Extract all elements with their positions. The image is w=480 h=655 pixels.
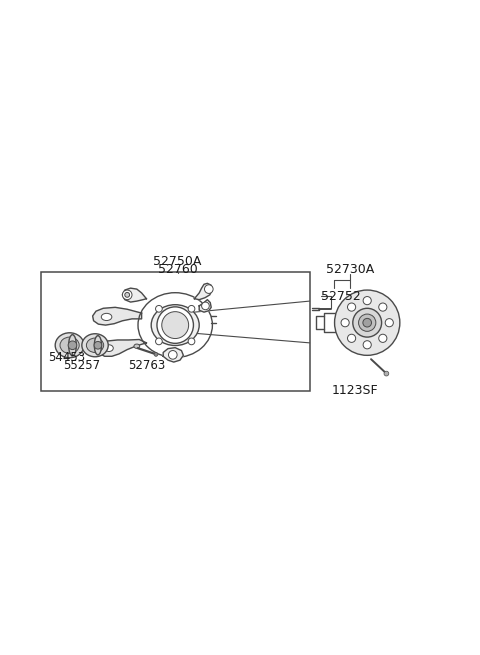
Polygon shape (199, 299, 211, 312)
Circle shape (348, 334, 356, 343)
Ellipse shape (134, 344, 140, 348)
Ellipse shape (151, 305, 199, 345)
Ellipse shape (86, 338, 104, 352)
Circle shape (154, 352, 158, 356)
Polygon shape (93, 307, 142, 325)
Text: 54453: 54453 (48, 351, 85, 364)
Circle shape (335, 290, 400, 356)
Circle shape (202, 302, 209, 310)
Text: 52763: 52763 (128, 360, 165, 373)
Ellipse shape (101, 313, 112, 320)
Circle shape (156, 338, 162, 345)
Circle shape (168, 350, 177, 359)
Circle shape (204, 285, 213, 293)
Circle shape (122, 290, 132, 299)
Circle shape (384, 371, 389, 376)
Circle shape (156, 305, 162, 312)
Polygon shape (163, 348, 183, 362)
Circle shape (68, 341, 77, 350)
Circle shape (385, 318, 394, 327)
Polygon shape (98, 339, 146, 356)
Circle shape (162, 312, 189, 339)
Ellipse shape (105, 345, 113, 352)
Circle shape (379, 303, 387, 311)
Ellipse shape (69, 335, 76, 356)
Text: 52752: 52752 (321, 290, 360, 303)
Ellipse shape (55, 333, 84, 358)
Circle shape (363, 297, 372, 305)
Circle shape (125, 293, 130, 297)
Text: 55257: 55257 (63, 360, 100, 373)
Circle shape (363, 318, 372, 327)
Text: 52730A: 52730A (326, 263, 374, 276)
Ellipse shape (60, 337, 79, 354)
Circle shape (348, 303, 356, 311)
Text: 1123SF: 1123SF (332, 384, 379, 398)
Circle shape (363, 341, 372, 349)
Polygon shape (122, 288, 146, 302)
Circle shape (188, 305, 195, 312)
Polygon shape (194, 284, 212, 299)
Circle shape (379, 334, 387, 343)
Circle shape (359, 314, 376, 331)
Circle shape (341, 318, 349, 327)
Circle shape (188, 338, 195, 345)
Text: 52750A: 52750A (154, 255, 202, 268)
Ellipse shape (82, 334, 108, 357)
Ellipse shape (94, 335, 102, 355)
Bar (41, 272, 310, 391)
Circle shape (157, 307, 193, 343)
Text: 52760: 52760 (158, 263, 197, 276)
Circle shape (94, 341, 102, 349)
Circle shape (353, 309, 382, 337)
